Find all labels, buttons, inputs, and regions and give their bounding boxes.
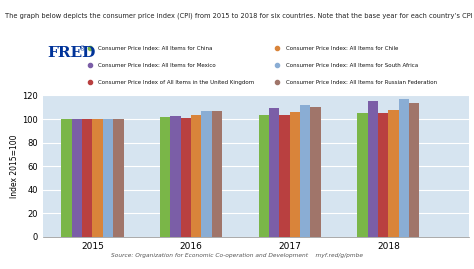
Bar: [72, 119, 82, 237]
Bar: [399, 99, 409, 237]
Bar: [181, 118, 191, 237]
Bar: [388, 110, 399, 237]
Bar: [212, 111, 222, 237]
Bar: [82, 119, 92, 237]
Text: FRED: FRED: [47, 46, 95, 60]
Bar: [310, 107, 321, 237]
Bar: [191, 115, 201, 237]
Bar: [201, 111, 212, 237]
Text: Consumer Price Index: All Items for Chile: Consumer Price Index: All Items for Chil…: [286, 46, 398, 51]
Text: Source: Organization for Economic Co-operation and Development    myf.red/g/pmbe: Source: Organization for Economic Co-ope…: [111, 253, 363, 258]
Bar: [103, 119, 113, 237]
Bar: [92, 119, 103, 237]
Bar: [170, 116, 181, 237]
Bar: [258, 115, 269, 237]
Bar: [409, 103, 419, 237]
Bar: [113, 119, 124, 237]
Text: Consumer Price Index: All Items for Mexico: Consumer Price Index: All Items for Mexi…: [98, 63, 216, 68]
Text: Consumer Price Index of All Items in the United Kingdom: Consumer Price Index of All Items in the…: [98, 80, 255, 85]
Bar: [279, 115, 290, 237]
Bar: [269, 108, 279, 237]
Bar: [300, 105, 310, 237]
Y-axis label: Index 2015=100: Index 2015=100: [10, 134, 19, 198]
Bar: [367, 101, 378, 237]
Bar: [290, 112, 300, 237]
Bar: [378, 112, 388, 237]
Text: Consumer Price Index: All Items for South Africa: Consumer Price Index: All Items for Sout…: [286, 63, 418, 68]
Bar: [61, 119, 72, 237]
Bar: [357, 112, 367, 237]
Bar: [160, 117, 170, 237]
Text: Consumer Price Index: All Items for Russian Federation: Consumer Price Index: All Items for Russ…: [286, 80, 437, 85]
Text: Consumer Price Index: All Items for China: Consumer Price Index: All Items for Chin…: [98, 46, 213, 51]
Text: ®: ®: [79, 46, 86, 52]
Text: The graph below depicts the consumer price index (CPI) from 2015 to 2018 for six: The graph below depicts the consumer pri…: [5, 13, 474, 19]
